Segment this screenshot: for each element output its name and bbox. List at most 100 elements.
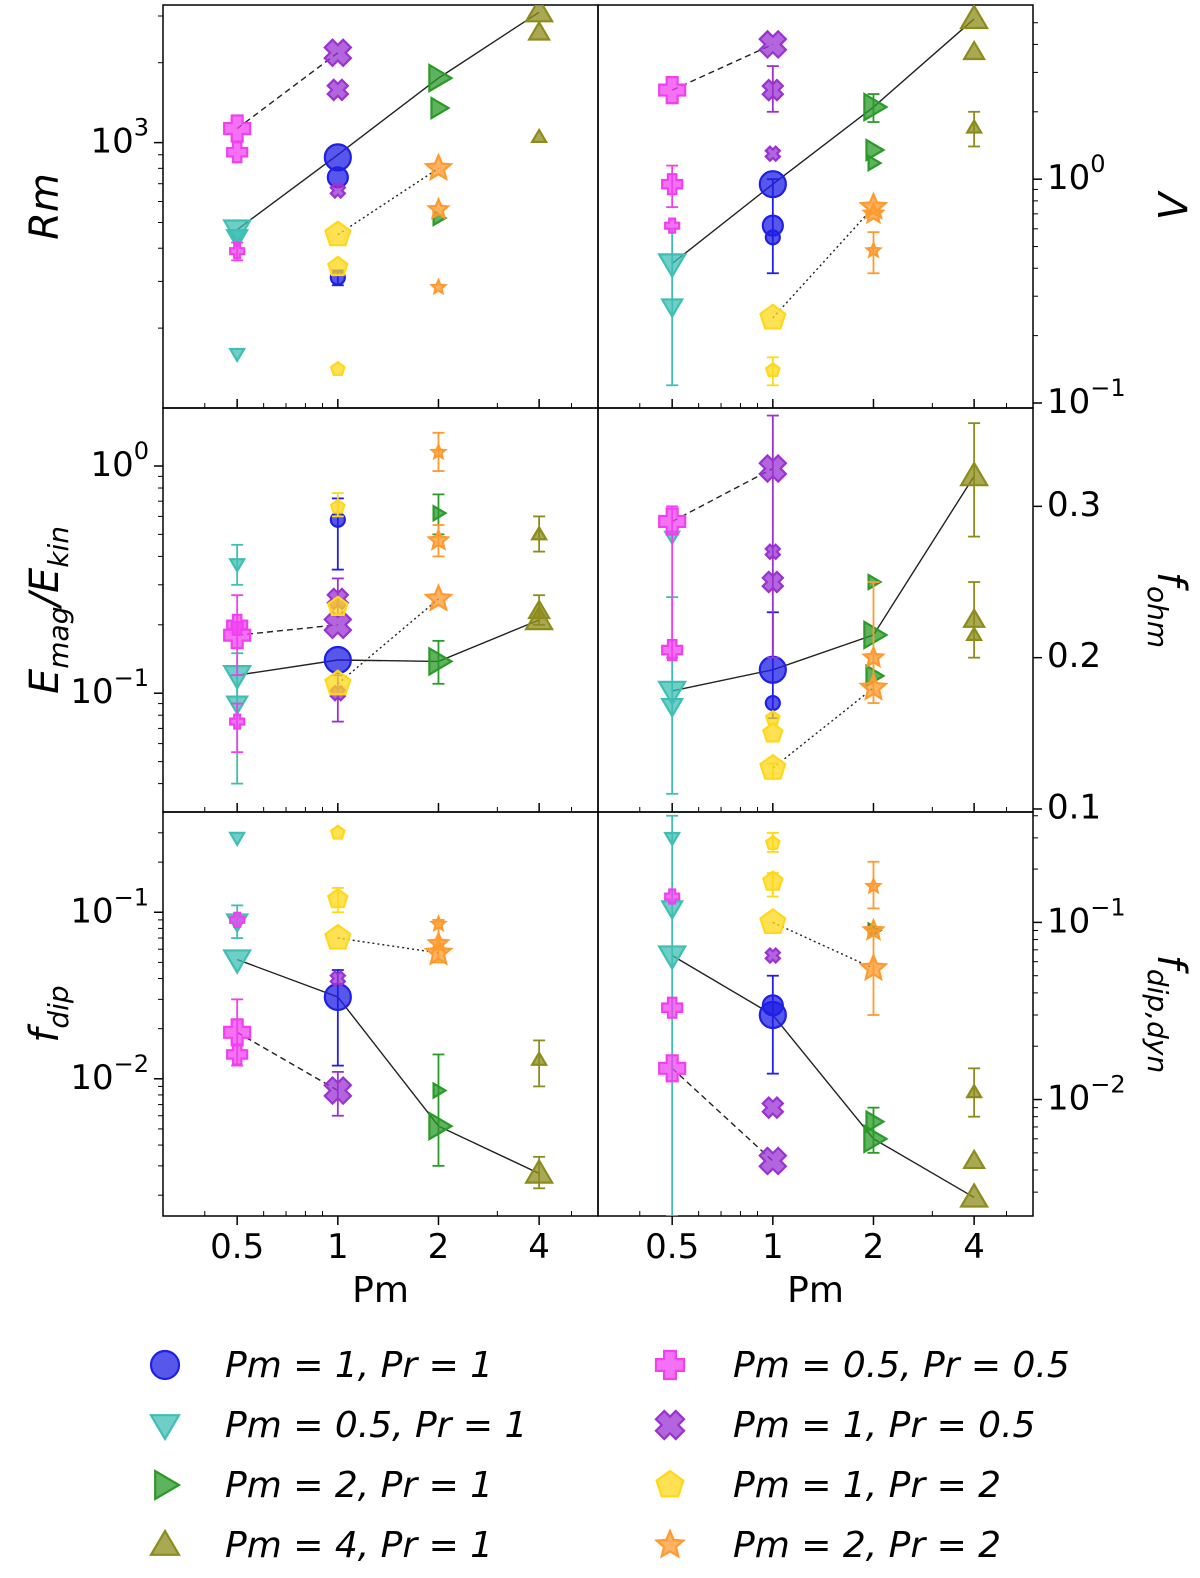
legend-marker (655, 1469, 685, 1498)
series-line-dashed (236, 1031, 339, 1092)
data-point-s3 (432, 1081, 448, 1100)
data-point-s5 (229, 713, 246, 730)
x-axis-label: Pm (352, 1270, 409, 1311)
data-point-s8 (426, 196, 451, 220)
data-point-s7 (329, 498, 346, 514)
data-point-s7 (324, 669, 352, 696)
marks (657, 414, 990, 795)
y-tick-label: 10−2 (70, 1050, 149, 1098)
marks (222, 431, 555, 785)
data-point-s5 (661, 173, 684, 196)
data-point-s5 (664, 217, 681, 234)
data-point-s7 (764, 361, 781, 378)
data-point-s7 (329, 360, 346, 376)
data-point-s5 (226, 141, 249, 164)
legend-label: Pm = 1, Pr = 0.5 (733, 1405, 1035, 1446)
data-point-s1 (764, 229, 781, 246)
data-point-s4 (527, 598, 552, 620)
data-point-s8 (864, 240, 883, 259)
data-point-s1 (764, 694, 781, 712)
data-point-s8 (426, 930, 451, 954)
data-point-s6 (329, 969, 347, 988)
panel-frame (162, 811, 599, 1217)
data-point-s2 (228, 558, 247, 574)
data-point-s8 (858, 952, 889, 982)
data-point-s5 (223, 1018, 252, 1047)
data-point-s1 (323, 645, 352, 675)
x-tick-label: 1 (327, 1227, 349, 1267)
x-tick-label: 0.5 (210, 1227, 264, 1267)
data-point-s4 (965, 118, 984, 134)
y-tick-label: 10−1 (70, 883, 149, 931)
legend-label: Pm = 1, Pr = 2 (733, 1465, 1001, 1506)
data-point-s8 (423, 583, 454, 612)
series-line-solid (671, 954, 975, 1199)
data-point-s8 (429, 277, 448, 296)
marks (657, 5, 990, 387)
y-tick-label: 103 (90, 114, 149, 162)
data-point-s3 (432, 504, 448, 523)
data-point-s5 (661, 638, 684, 662)
data-point-s4 (962, 39, 987, 61)
data-point-s8 (429, 914, 448, 932)
y-tick-label: 10−1 (1047, 893, 1126, 941)
data-point-s4 (524, 5, 555, 23)
data-point-s6 (761, 78, 785, 102)
data-point-s1 (758, 655, 787, 684)
data-point-s7 (764, 709, 781, 725)
legend-entry-s3: Pm = 2, Pr = 1 (154, 1465, 493, 1506)
data-point-s3 (430, 96, 451, 120)
legend-entry-s8: Pm = 2, Pr = 2 (653, 1525, 1001, 1566)
y-axis-label: Emag/Ekin (22, 526, 75, 694)
data-point-s2 (663, 831, 682, 848)
panel-frame (597, 407, 1034, 813)
data-point-s3 (428, 646, 454, 677)
legend-label: Pm = 2, Pr = 2 (733, 1525, 1001, 1566)
legend-label: Pm = 2, Pr = 1 (225, 1465, 493, 1506)
panel-fdipdyn: 0.5 1 2 4 Pm 10−1 10−2 fdip,dyn (597, 811, 1194, 1311)
data-point-s5 (229, 911, 246, 928)
x-tick-label: 4 (528, 1227, 550, 1267)
data-point-s2 (660, 298, 685, 319)
legend-marker (149, 1528, 181, 1556)
data-point-s4 (527, 20, 552, 41)
data-point-s5 (658, 507, 687, 536)
legend-marker (154, 1469, 182, 1501)
data-point-s7 (762, 870, 784, 891)
y-axis-label: Λ (1148, 190, 1194, 220)
legend-entry-s4: Pm = 4, Pr = 1 (149, 1525, 493, 1566)
data-point-s4 (965, 1083, 984, 1099)
data-point-s8 (861, 644, 886, 669)
data-point-s8 (426, 527, 451, 551)
data-point-s4 (959, 1182, 990, 1208)
data-point-s5 (658, 76, 687, 105)
series-line-solid (236, 958, 540, 1175)
series-line-dashed (671, 43, 774, 91)
x-axis-label: Pm (787, 1270, 844, 1311)
y-tick-label: 10−1 (70, 664, 149, 712)
series-line-dashed (236, 52, 339, 130)
data-point-s6 (329, 181, 347, 200)
legend-entry-s6: Pm = 1, Pr = 0.5 (654, 1405, 1035, 1446)
data-point-s7 (762, 721, 784, 743)
data-point-s5 (229, 243, 246, 260)
legend-label: Pm = 0.5, Pr = 0.5 (733, 1345, 1070, 1386)
y-tick-label: 0.3 (1047, 485, 1101, 525)
data-point-s3 (865, 138, 886, 162)
data-point-s1 (761, 994, 784, 1017)
legend-marker (654, 1349, 686, 1381)
data-point-s5 (223, 114, 252, 143)
y-axis-label: fdip (22, 985, 75, 1042)
legend-label: Pm = 1, Pr = 1 (225, 1345, 493, 1386)
y-tick-label: 100 (1047, 150, 1106, 198)
y-tick-label: 0.1 (1047, 787, 1101, 827)
data-point-s5 (226, 613, 249, 636)
data-point-s2 (228, 347, 247, 363)
data-point-s2 (657, 945, 688, 971)
data-point-s4 (524, 1158, 555, 1184)
y-axis-label: fohm (1141, 572, 1194, 648)
marks (222, 5, 555, 376)
data-point-s6 (764, 145, 782, 163)
data-point-s3 (867, 154, 883, 173)
